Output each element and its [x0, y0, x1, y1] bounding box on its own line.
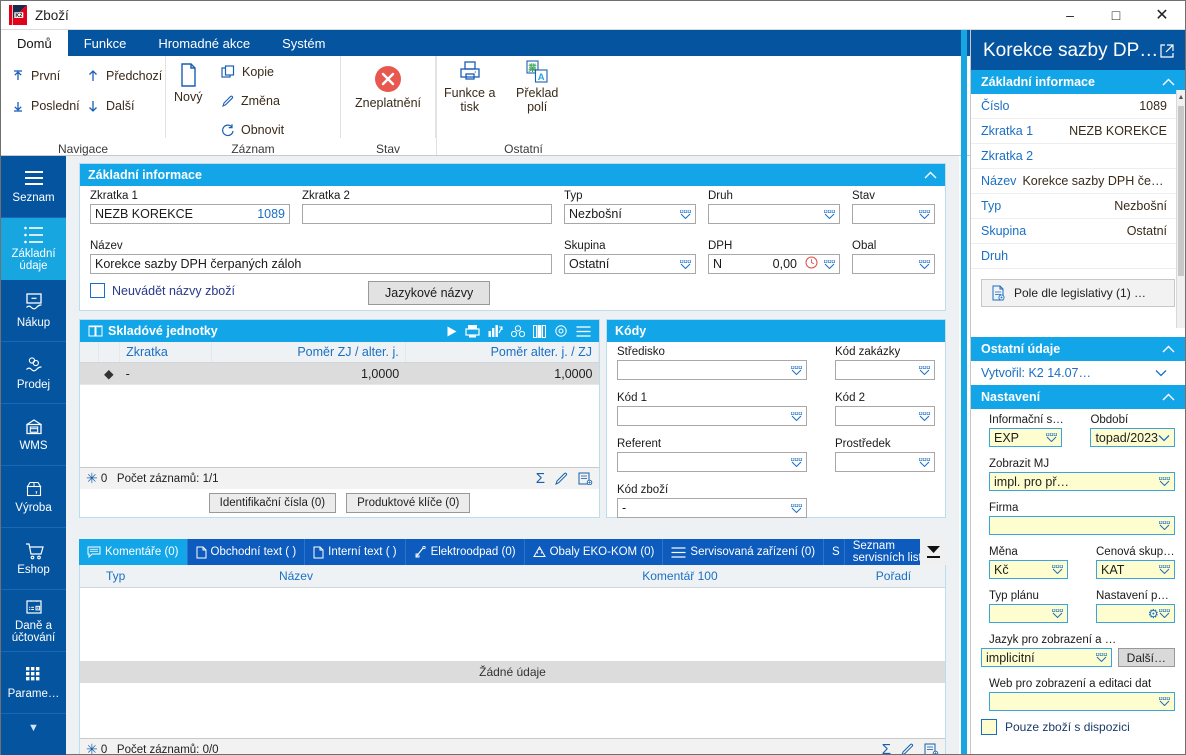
svg-text:A: A	[538, 72, 545, 83]
svg-text:K2: K2	[15, 13, 22, 19]
